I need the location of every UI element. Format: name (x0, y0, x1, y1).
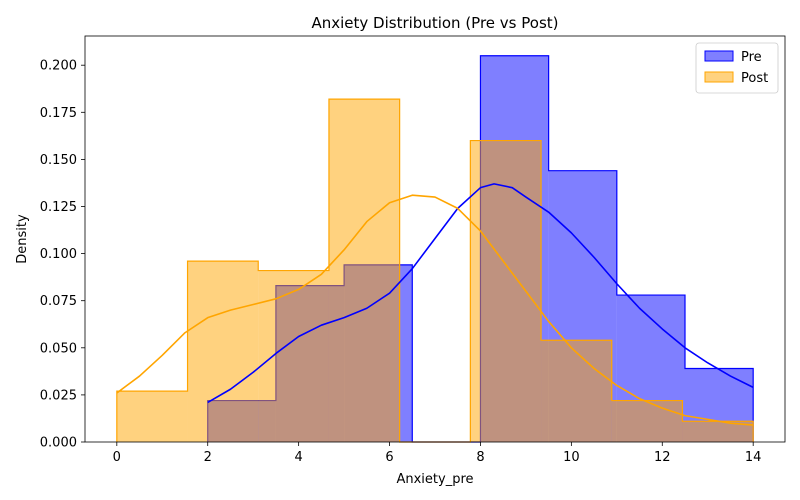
plot-frame (84, 35, 786, 443)
legend: Pre Post (695, 42, 779, 94)
bar-post-1 (187, 261, 259, 442)
bar-post-5 (470, 140, 542, 443)
x-tick-label: 0 (113, 450, 121, 465)
x-tick-label: 2 (204, 450, 212, 465)
kde-line-pre (207, 183, 754, 404)
y-tick-label: 0.075 (40, 294, 77, 309)
legend-swatch-pre (704, 50, 734, 62)
bar-post-8 (682, 421, 754, 442)
x-axis-title: Anxiety_pre (396, 472, 473, 487)
y-tick-label: 0.100 (40, 247, 77, 262)
x-tick-label: 10 (563, 450, 580, 465)
bar-post-3 (328, 99, 400, 443)
legend-label-pre: Pre (741, 50, 762, 65)
y-tick-label: 0.125 (40, 200, 77, 215)
y-tick-label: 0.025 (40, 388, 77, 403)
bar-post-6 (541, 340, 612, 442)
y-axis-title: Density (15, 214, 30, 264)
y-tick-label: 0.000 (40, 436, 77, 451)
x-tick-label: 6 (385, 450, 393, 465)
bar-post-0 (116, 391, 188, 442)
x-tick-label: 8 (476, 450, 484, 465)
kde-line-post (116, 194, 754, 426)
x-axis: 0 2 4 6 8 10 12 14 (113, 442, 762, 465)
y-tick-label: 0.175 (40, 106, 77, 121)
x-tick-label: 12 (654, 450, 671, 465)
y-tick-label: 0.050 (40, 341, 77, 356)
chart-title: Anxiety Distribution (Pre vs Post) (311, 14, 558, 32)
series-post-bars (116, 98, 754, 443)
x-tick-label: 4 (294, 450, 302, 465)
kde-layer (116, 183, 754, 426)
x-tick-label: 14 (745, 450, 762, 465)
bars-layer (116, 55, 754, 443)
bar-post-2 (258, 270, 329, 442)
legend-label-post: Post (741, 71, 768, 86)
y-tick-label: 0.150 (40, 153, 77, 168)
y-axis: 0.000 0.025 0.050 0.075 0.100 0.125 0.150 0.175… (40, 59, 85, 451)
bar-post-7 (611, 400, 683, 442)
legend-swatch-post (704, 71, 734, 83)
y-tick-label: 0.200 (40, 59, 77, 74)
